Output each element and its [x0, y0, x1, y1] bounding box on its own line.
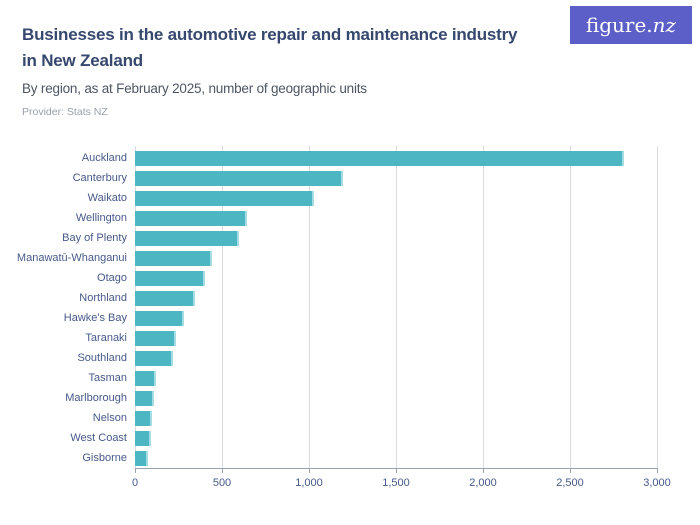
bar-row: Waikato [88, 188, 657, 208]
bar-row: Marlborough [65, 388, 657, 408]
x-tick-label: 1,000 [295, 477, 323, 489]
x-axis-tick [396, 468, 397, 473]
category-label: Tasman [88, 372, 127, 384]
x-axis-tick [483, 468, 484, 473]
x-tick-label: 3,000 [643, 477, 671, 489]
x-axis-tick [135, 468, 136, 473]
category-label: Nelson [92, 412, 127, 424]
bar-row: Bay of Plenty [62, 228, 657, 248]
logo-text-italic: nz [652, 13, 677, 37]
bar [135, 450, 149, 466]
bar-row: Auckland [82, 148, 657, 168]
bar-row: Canterbury [73, 168, 657, 188]
bar-row: Otago [97, 268, 657, 288]
bar [135, 330, 176, 346]
bar-row: Tasman [88, 368, 657, 388]
gridline [483, 146, 484, 468]
plot-area: 0 500 1,000 1,500 2,000 2,500 3,000 Auckland Ca… [17, 146, 671, 489]
x-axis-tick [657, 468, 658, 473]
bar-row: West Coast [70, 428, 657, 448]
category-label: Marlborough [65, 392, 127, 404]
category-label: Wellington [75, 212, 127, 224]
category-label: Taranaki [85, 332, 127, 344]
category-label: Otago [97, 272, 127, 284]
chart-subtitle: By region, as at February 2025, number o… [22, 81, 367, 96]
bar [135, 350, 174, 366]
bar-rows: Auckland Canterbury Waikato Wellington Bay o… [17, 148, 657, 468]
bar-row: Hawke's Bay [64, 308, 657, 328]
bar [135, 250, 213, 266]
provider-credit: Provider: Stats NZ [22, 106, 108, 118]
x-axis-tick [309, 468, 310, 473]
x-axis-tick [222, 468, 223, 473]
category-label: Auckland [81, 152, 127, 164]
bar-row: Nelson [93, 408, 657, 428]
bar [135, 410, 153, 426]
x-tick-label: 1,500 [382, 477, 410, 489]
figure-nz-logo[interactable]: figure. nz [570, 6, 692, 44]
bar [135, 390, 155, 406]
bar [135, 290, 196, 306]
category-label: Manawatū-Whanganui [16, 252, 127, 264]
bar-row: Southland [77, 348, 657, 368]
bar-row: Gisborne [82, 448, 657, 468]
bar [135, 170, 343, 186]
gridline [570, 146, 571, 468]
bar [135, 430, 151, 446]
gridline [135, 146, 136, 468]
gridline [309, 146, 310, 468]
bar [135, 190, 315, 206]
page-title-line2: in New Zealand [22, 51, 143, 70]
x-tick-label: 2,500 [556, 477, 584, 489]
x-tick-label: 2,000 [469, 477, 497, 489]
category-label: Bay of Plenty [62, 232, 127, 244]
bar-row: Taranaki [85, 328, 657, 348]
category-label: Hawke's Bay [63, 312, 127, 324]
gridline [396, 146, 397, 468]
category-label: Northland [79, 292, 127, 304]
bar [135, 150, 624, 166]
category-label: Canterbury [72, 172, 127, 184]
bar [135, 230, 239, 246]
category-label: Southland [77, 352, 127, 364]
category-label: Gisborne [82, 452, 127, 464]
bar-row: Northland [79, 288, 657, 308]
bar [135, 270, 205, 286]
bar-row: Wellington [76, 208, 657, 228]
page-title: Businesses in the automotive repair and … [22, 22, 562, 74]
bar [135, 310, 184, 326]
gridline [222, 146, 223, 468]
bar [135, 210, 248, 226]
logo-text-regular: figure. [585, 13, 653, 37]
page-title-line1: Businesses in the automotive repair and … [22, 25, 518, 44]
x-tick-label: 0 [131, 477, 139, 489]
bar [135, 370, 156, 386]
x-tick-label: 500 [212, 477, 232, 489]
x-axis-tick [570, 468, 571, 473]
gridline [657, 146, 658, 468]
category-label: Waikato [87, 192, 127, 204]
bar-row: Manawatū-Whanganui [17, 248, 657, 268]
category-label: West Coast [70, 432, 127, 444]
